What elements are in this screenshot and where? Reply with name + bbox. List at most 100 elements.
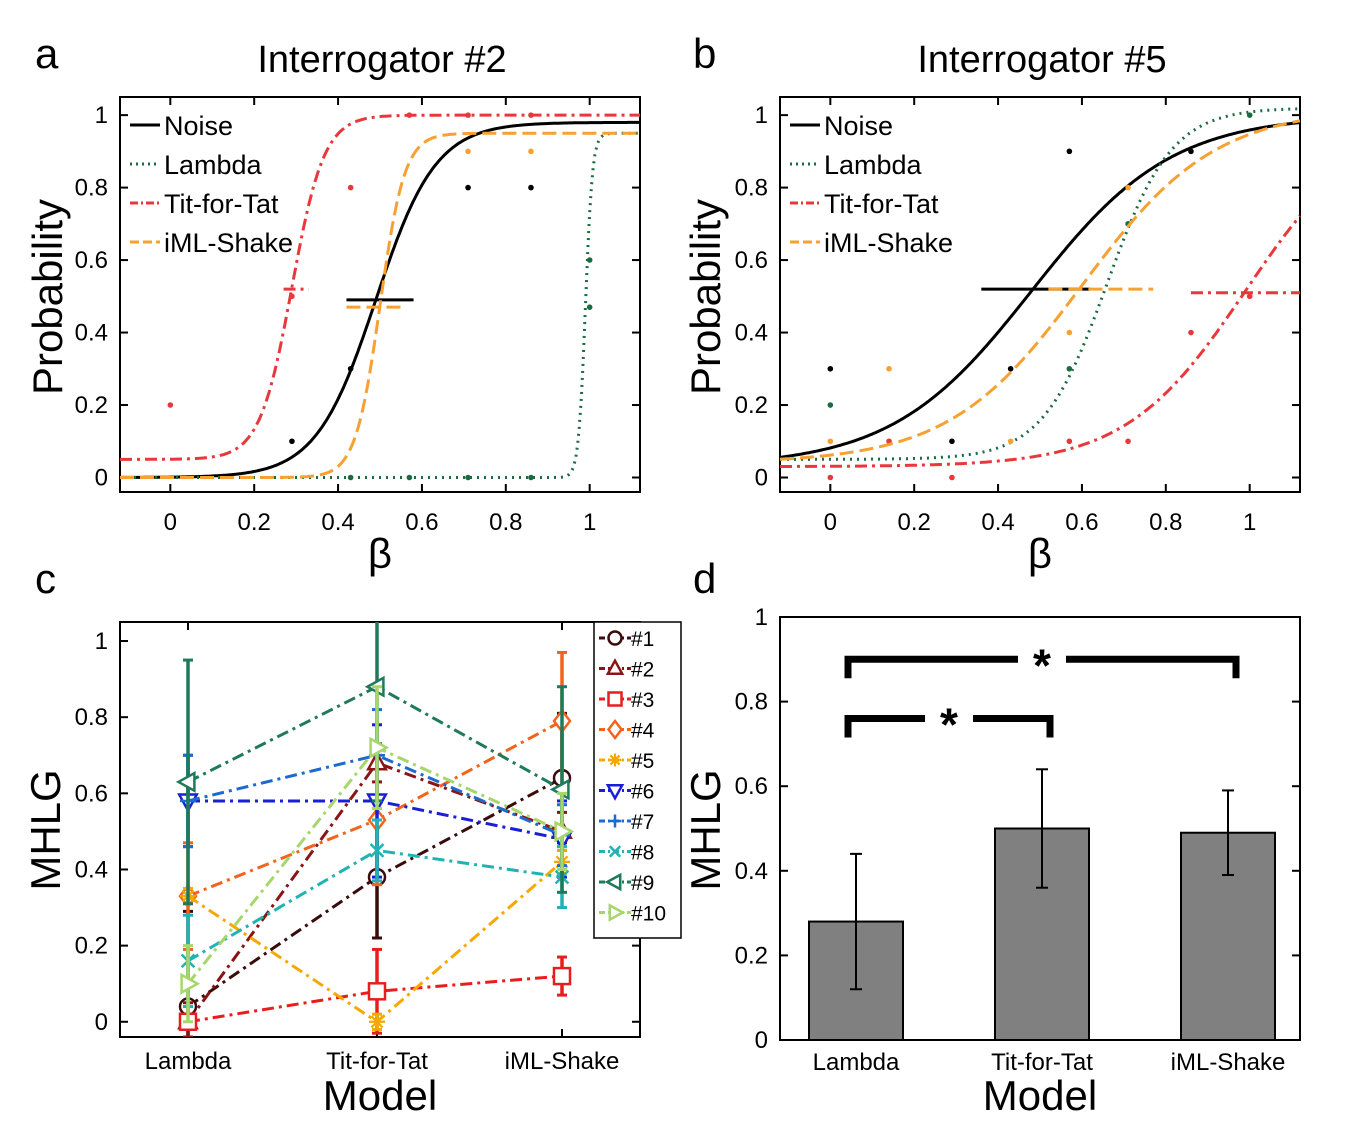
panel-a-series-iml-shake — [120, 131, 640, 479]
data-point — [167, 402, 174, 408]
bracket-line — [844, 655, 1240, 679]
data-point — [1066, 438, 1073, 445]
marker-triangle-right — [369, 736, 390, 759]
data-point — [465, 184, 471, 191]
panel-c-y-tick-label: 0.6 — [75, 780, 108, 807]
panel-d-y-label: MHLG — [682, 769, 729, 890]
panel-c-category-label: Lambda — [145, 1048, 232, 1075]
marker-triangle-right — [554, 820, 575, 843]
data-point — [827, 402, 834, 408]
data-point — [1066, 148, 1073, 155]
fit-curve — [780, 107, 1300, 461]
marker-circle — [607, 630, 623, 646]
panel-d-category-label: Lambda — [813, 1049, 900, 1076]
panel-d-category-label: Tit-for-Tat — [991, 1049, 1093, 1076]
panel-b-y-tick-label: 0.8 — [735, 175, 768, 202]
panel-b-plot-frame — [779, 96, 1301, 493]
panel-b-y-tick-label: 0.6 — [735, 247, 768, 274]
panel-c-category-label: Tit-for-Tat — [326, 1048, 428, 1075]
data-point — [465, 474, 471, 481]
data-point — [1066, 329, 1073, 336]
panel-b-x-tick-label: 0.4 — [981, 509, 1014, 536]
panel-c-y-tick-label: 0.4 — [75, 856, 108, 883]
panel-a-x-tick-label: 1 — [583, 509, 596, 536]
data-point — [886, 365, 892, 372]
legend-label: iML-Shake — [824, 228, 953, 258]
marker-cross — [608, 845, 622, 858]
panel-b-series-tit-for-tat — [780, 215, 1302, 481]
data-point — [347, 474, 354, 481]
data-point — [949, 474, 955, 481]
data-point — [827, 365, 834, 372]
panel-b-letter: b — [693, 30, 716, 77]
panel-b-series-lambda — [780, 107, 1300, 461]
marker-triangle-right — [608, 903, 626, 922]
significance-star: * — [1033, 639, 1051, 691]
legend-label: #9 — [631, 872, 654, 895]
panel-b-legend: Noise Lambda Tit-for-Tat iML-Shake — [790, 111, 953, 258]
marker-diamond — [606, 718, 624, 741]
panel-a-x-tick-label: 0.6 — [405, 509, 438, 536]
panel-b-x-tick-label: 0.6 — [1065, 509, 1098, 536]
marker-cross — [369, 843, 385, 858]
legend-label: #5 — [631, 750, 654, 773]
panel-a-x-tick-label: 0.8 — [489, 509, 522, 536]
significance-star: * — [940, 699, 958, 751]
panel-b: b Interrogator #5 β Probability 0 0.2 0.4 0… — [682, 30, 1302, 577]
panel-b-x-label: β — [1028, 530, 1052, 577]
panel-c-legend: #1 #2 #3 #4 #5 #6 #7 #8 #9 #10 — [593, 621, 682, 939]
panel-d-letter: d — [693, 555, 716, 602]
data-point — [406, 474, 413, 481]
bracket-line — [844, 715, 1054, 738]
data-point — [465, 148, 471, 155]
panel-a-x-tick-label: 0 — [164, 509, 177, 536]
data-point — [406, 112, 413, 118]
panel-c-series-7 — [180, 708, 570, 868]
legend-label: #3 — [631, 689, 654, 712]
data-point — [1188, 329, 1194, 336]
panel-b-y-tick-label: 0.2 — [735, 392, 768, 419]
data-point — [347, 365, 354, 372]
data-point — [586, 304, 593, 310]
marker-triangle-up — [605, 658, 625, 675]
panel-a-x-label: β — [368, 530, 392, 577]
legend-label: #4 — [631, 720, 655, 743]
panel-c-series-10 — [180, 685, 575, 1024]
data-point — [1066, 365, 1073, 372]
legend-label: #10 — [631, 903, 666, 926]
panel-b-y-tick-label: 0 — [755, 465, 768, 492]
panel-c-y-label: MHLG — [22, 769, 69, 890]
marker-triangle-left — [175, 770, 196, 793]
data-point — [827, 438, 834, 445]
panel-c-y-tick-label: 0.2 — [75, 933, 108, 960]
panel-c-x-label: Model — [323, 1072, 437, 1119]
panel-a-y-tick-label: 1 — [95, 102, 108, 129]
marker-triangle-down — [605, 784, 625, 801]
panel-a-series-lambda — [120, 131, 640, 481]
panel-c-y-tick-label: 1 — [95, 628, 108, 655]
marker-triangle-right — [180, 972, 201, 995]
panel-a-y-tick-label: 0.8 — [75, 175, 108, 202]
data-point — [347, 184, 354, 191]
fit-curve — [779, 121, 1301, 459]
panel-a-x-tick-label: 0.4 — [321, 509, 354, 536]
panel-d-y-tick-label: 0.4 — [735, 858, 768, 885]
panel-d-x-label: Model — [983, 1072, 1097, 1119]
data-point — [528, 474, 534, 481]
panel-b-x-tick-label: 0.2 — [898, 509, 931, 536]
panel-b-series-iml-shake — [779, 119, 1301, 461]
fit-curve — [120, 131, 640, 479]
fit-curve — [780, 215, 1302, 468]
panel-c-letter: c — [35, 555, 56, 602]
panel-c-category-label: iML-Shake — [505, 1048, 620, 1075]
data-point — [465, 112, 471, 118]
panel-c-plot-area — [175, 622, 575, 1037]
data-point — [289, 293, 295, 300]
panel-a-plot-frame — [119, 96, 641, 493]
data-point — [1246, 112, 1253, 118]
panel-d-y-tick-label: 0.8 — [735, 689, 768, 716]
data-point — [949, 438, 955, 445]
panel-b-y-tick-label: 0.4 — [735, 320, 768, 347]
panel-d-category-label: iML-Shake — [1171, 1049, 1286, 1076]
legend-label: #8 — [631, 842, 654, 865]
